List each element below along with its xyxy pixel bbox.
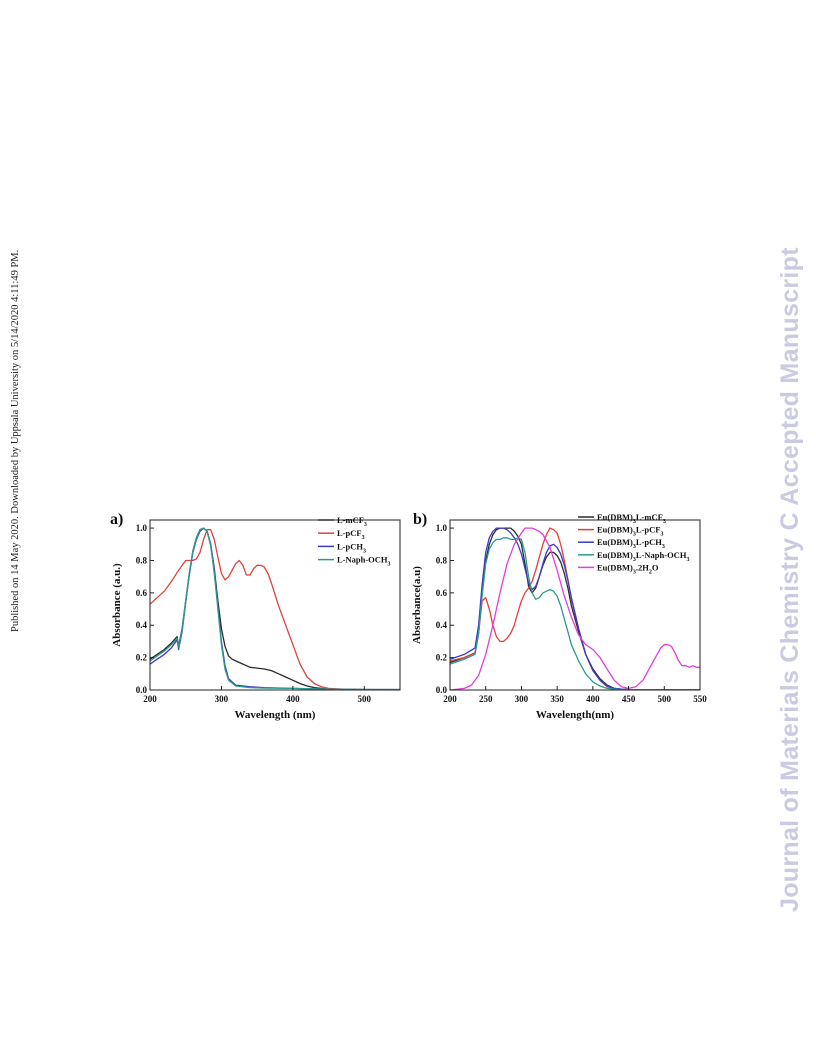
legend-entry-4: L-Naph-OCH3 <box>337 555 391 568</box>
y-axis-label: Absorbance (a.u.) <box>111 563 123 647</box>
x-tick-label: 550 <box>693 694 707 704</box>
legend-entry-2: Eu(DBM)3L-pCF3 <box>597 525 663 538</box>
legend-entry-4: Eu(DBM)3L-Naph-OCH3 <box>597 550 689 563</box>
x-tick-label: 250 <box>479 694 493 704</box>
x-tick-label: 400 <box>286 694 300 704</box>
y-tick-label: 0.0 <box>436 685 448 695</box>
legend-entry-1: L-mCF3 <box>337 515 367 528</box>
y-tick-label: 0.8 <box>136 555 148 565</box>
series-line-5 <box>449 527 700 691</box>
legend-entry-2: L-pCF3 <box>337 528 365 541</box>
series-line-4 <box>449 537 700 691</box>
x-tick-label: 350 <box>550 694 564 704</box>
y-tick-label: 0.4 <box>136 620 148 630</box>
y-tick-label: 0.6 <box>136 588 148 598</box>
x-tick-label: 400 <box>586 694 600 704</box>
legend-entry-1: Eu(DBM)3L-mCF3 <box>597 512 666 525</box>
y-tick-label: 0.6 <box>436 588 448 598</box>
y-axis-label: Absorbance(a.u) <box>411 566 423 644</box>
chart-panel-b: 200 250 300 350 400 450 500 550 0.0 0.2 0.4 0.6 0.8 1… <box>411 511 707 721</box>
y-tick-label: 0.0 <box>136 685 148 695</box>
journal-watermark-text: Journal of Materials Chemistry C Accepte… <box>776 247 804 912</box>
publication-note-text: Published on 14 May 2020. Downloaded by … <box>10 249 21 632</box>
panel-label: a) <box>110 511 123 528</box>
x-tick-label: 200 <box>443 694 457 704</box>
x-tick-label: 300 <box>215 694 229 704</box>
chart-panel-a: 200 300 400 500 0.0 0.2 0.4 0.6 0.8 1.0 Wavelength… <box>110 511 401 721</box>
figure-canvas: 200 300 400 500 0.0 0.2 0.4 0.6 0.8 1.0 Wavelength… <box>110 511 707 721</box>
x-tick-label: 300 <box>515 694 529 704</box>
y-tick-label: 1.0 <box>436 523 448 533</box>
series-line-2 <box>149 529 401 691</box>
x-tick-label: 200 <box>143 694 157 704</box>
x-axis-label: Wavelength (nm) <box>235 709 316 721</box>
panel-label: b) <box>413 511 427 528</box>
x-tick-label: 450 <box>622 694 636 704</box>
legend-entry-3: L-pCH3 <box>337 541 366 554</box>
absorbance-figure: 200 300 400 500 0.0 0.2 0.4 0.6 0.8 1.0 Wavelength… <box>108 500 708 730</box>
y-tick-label: 1.0 <box>136 523 148 533</box>
y-tick-label: 0.8 <box>436 555 448 565</box>
legend-entry-5: Eu(DBM)3.2H2O <box>597 562 659 575</box>
y-tick-label: 0.2 <box>436 653 448 663</box>
legend-entry-3: Eu(DBM)3L-pCH3 <box>597 537 665 550</box>
x-tick-label: 500 <box>658 694 672 704</box>
legend: Eu(DBM)3L-mCF3Eu(DBM)3L-pCF3Eu(DBM)3L-pC… <box>578 512 689 575</box>
series-line-3 <box>449 527 700 691</box>
plot-frame <box>149 519 401 691</box>
series-line-4 <box>149 527 400 691</box>
y-tick-label: 0.4 <box>436 620 448 630</box>
plot-frame <box>449 519 701 691</box>
x-axis-label: Wavelength(nm) <box>536 709 615 721</box>
x-tick-label: 500 <box>358 694 372 704</box>
y-tick-label: 0.2 <box>136 653 148 663</box>
